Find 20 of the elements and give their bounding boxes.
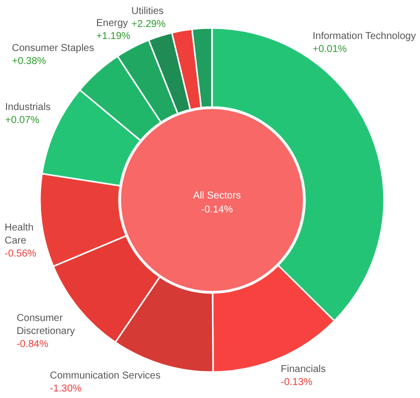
slice-label: Industrials xyxy=(5,102,51,114)
slice-label: Health Care xyxy=(4,222,34,246)
text: -0.13% xyxy=(280,377,312,388)
slice-label: Utilities xyxy=(131,6,164,18)
slice-label: Information Technology xyxy=(312,30,416,42)
text: +0.07% xyxy=(5,115,40,126)
text: -1.30% xyxy=(50,383,82,394)
slice-label: Consumer Staples xyxy=(12,42,94,54)
text: +2.29% xyxy=(131,19,166,30)
slice-label: Consumer Discretionary xyxy=(16,312,75,337)
text: -0.56% xyxy=(4,248,36,260)
text: +1.19% xyxy=(96,30,130,42)
slice-label: Financials xyxy=(280,364,326,376)
text: -0.84% xyxy=(16,338,48,350)
text: -0.14% xyxy=(201,204,233,216)
slice-label: Communication Services xyxy=(50,370,160,382)
text: All Sectors xyxy=(193,190,241,202)
text: +0.38% xyxy=(12,56,46,67)
text: +0.01% xyxy=(312,44,347,55)
slice-label: Energy xyxy=(96,18,128,29)
